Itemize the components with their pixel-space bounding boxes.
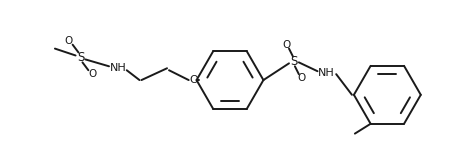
Text: NH: NH [318, 68, 335, 78]
Text: S: S [77, 51, 84, 64]
Text: O: O [282, 40, 290, 50]
Text: NH: NH [109, 63, 126, 73]
Text: O: O [65, 36, 73, 46]
Text: S: S [290, 55, 298, 68]
Text: O: O [88, 69, 97, 79]
Text: O: O [189, 75, 198, 85]
Text: O: O [298, 73, 306, 83]
